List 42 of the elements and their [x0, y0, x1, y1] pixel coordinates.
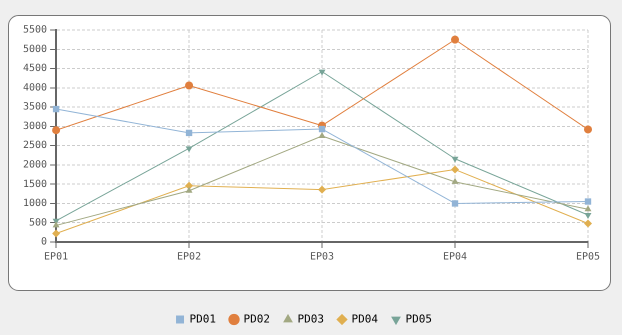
y-tick-label: 5000 — [22, 44, 48, 55]
point — [52, 106, 60, 112]
y-tick-label: 1000 — [22, 198, 48, 210]
point — [52, 230, 60, 238]
x-tick-label: EP02 — [177, 252, 202, 263]
point — [584, 205, 592, 212]
point — [584, 213, 592, 220]
y-tick-label: 5500 — [22, 24, 48, 36]
x-tick-label: EP04 — [442, 252, 468, 263]
legend-label: PD01 — [190, 312, 216, 326]
legend-label: PD02 — [244, 312, 270, 326]
legend-label: PD05 — [405, 312, 432, 326]
y-tick-label: 3000 — [22, 120, 48, 132]
point — [584, 125, 592, 134]
point — [451, 166, 460, 174]
point — [52, 126, 60, 134]
y-tick-label: 0 — [41, 236, 48, 248]
point — [584, 220, 592, 228]
point — [318, 132, 326, 138]
legend-label: PD03 — [298, 312, 324, 326]
point — [52, 221, 60, 228]
y-tick-label: 4500 — [22, 63, 48, 74]
y-tick-label: 500 — [29, 217, 48, 228]
point — [318, 70, 326, 76]
point — [452, 178, 458, 184]
point — [186, 186, 193, 193]
y-tick-label: 4000 — [22, 82, 48, 94]
x-tick-label: EP01 — [44, 252, 68, 263]
y-tick-label: 2500 — [22, 140, 48, 152]
point — [186, 146, 193, 152]
point — [452, 156, 458, 163]
point — [186, 130, 192, 136]
point — [185, 182, 194, 190]
x-tick-label: EP05 — [576, 252, 600, 263]
y-tick-label: 2000 — [22, 160, 48, 171]
point — [451, 36, 460, 44]
y-tick-label: 3500 — [22, 102, 48, 113]
x-tick-label: EP03 — [310, 252, 334, 263]
point — [185, 82, 194, 90]
legend-label: PD04 — [351, 312, 378, 326]
y-tick-label: 1500 — [22, 178, 48, 190]
point — [318, 186, 326, 194]
